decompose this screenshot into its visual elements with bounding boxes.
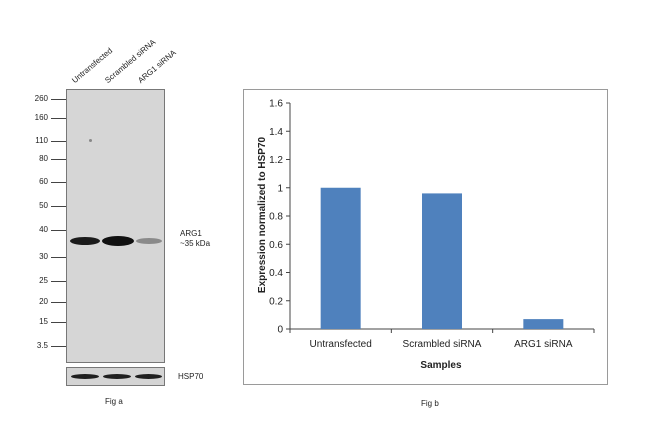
mw-tick (51, 257, 66, 258)
bar-arg1-sirna (523, 319, 564, 329)
mw-marker-label: 50 (39, 201, 48, 210)
y-tick-label: 1 (277, 183, 283, 194)
x-tick-label: Scrambled siRNA (403, 339, 482, 350)
mw-tick (51, 159, 66, 160)
hsp70-band-scrambled-sirna (103, 374, 131, 379)
y-tick-label: 0.6 (269, 240, 283, 251)
mw-tick (51, 182, 66, 183)
mw-marker-label: 60 (39, 177, 48, 186)
x-tick-label: ARG1 siRNA (514, 339, 573, 350)
mw-marker-label: 260 (34, 94, 48, 103)
bar-untransfected (320, 187, 361, 329)
arg1-label-text: ARG1 (180, 229, 202, 238)
mw-tick (51, 230, 66, 231)
y-tick-label: 0.8 (269, 212, 283, 223)
hsp70-blot-strip (66, 367, 165, 386)
arg1-band-untransfected (70, 237, 100, 245)
hsp70-band-untransfected (71, 374, 99, 379)
fig-a-caption: Fig a (105, 397, 123, 406)
y-tick-label: 0.2 (269, 296, 283, 307)
mw-tick (51, 281, 66, 282)
mw-marker-label: 160 (34, 113, 48, 122)
mw-tick (51, 141, 66, 142)
mw-marker-label: 25 (39, 276, 48, 285)
y-axis-title: Expression normalized to HSP70 (257, 136, 268, 293)
bar-scrambled-sirna (422, 193, 462, 329)
hsp70-label: HSP70 (178, 372, 204, 381)
mw-tick (51, 99, 66, 100)
mw-marker-label: 3.5 (36, 341, 48, 350)
mw-marker-label: 40 (39, 225, 48, 234)
arg1-band-label: ARG1 ~35 kDa (180, 229, 210, 249)
x-tick-label: Untransfected (310, 339, 372, 350)
blot-membrane (66, 89, 165, 363)
mw-tick (51, 322, 66, 323)
mw-tick (51, 346, 66, 347)
y-tick-label: 1.4 (269, 127, 283, 138)
mw-marker-label: 110 (35, 136, 48, 145)
mw-marker-label: 30 (39, 252, 48, 261)
mw-marker-label: 80 (39, 154, 48, 163)
y-tick-label: 1.6 (269, 99, 283, 110)
x-axis-title: Samples (420, 360, 462, 371)
y-tick-label: 0.4 (269, 268, 283, 279)
mw-tick (51, 302, 66, 303)
arg1-size-text: ~35 kDa (180, 239, 211, 248)
y-tick-label: 1.2 (269, 155, 283, 166)
hsp70-band-arg1-sirna (135, 374, 162, 379)
mw-tick (51, 118, 66, 119)
mw-tick (51, 206, 66, 207)
blot-artifact-dot (89, 139, 92, 142)
y-tick-label: 0 (277, 325, 283, 336)
mw-marker-label: 15 (39, 317, 48, 326)
arg1-band-scrambled-sirna (102, 236, 134, 246)
fig-b-caption: Fig b (421, 399, 439, 408)
mw-marker-label: 20 (39, 297, 48, 306)
arg1-band-arg1-sirna (136, 238, 162, 244)
